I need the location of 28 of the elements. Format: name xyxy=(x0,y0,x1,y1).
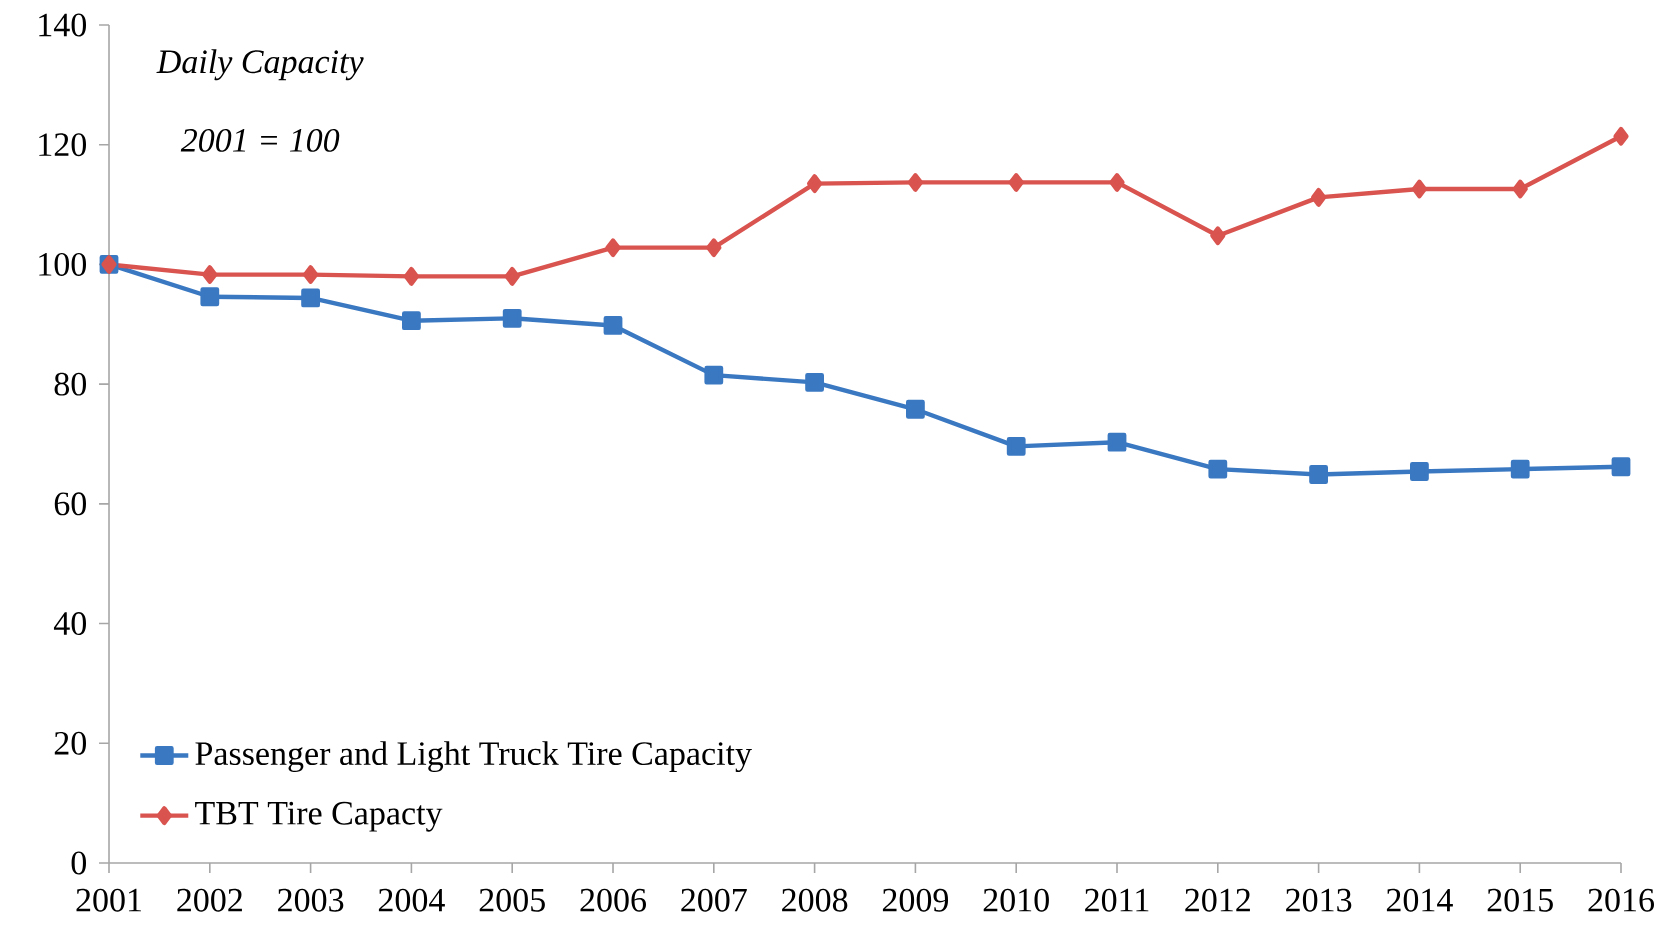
x-tick-label: 2001 xyxy=(76,888,141,912)
annotation: Daily Capacity xyxy=(156,49,364,81)
y-tick-label: 100 xyxy=(39,252,87,276)
x-tick-label: 2008 xyxy=(782,888,848,912)
x-tick-label: 2006 xyxy=(580,888,646,912)
y-tick-label: 40 xyxy=(53,612,87,636)
y-tick-label: 140 xyxy=(39,13,87,37)
y-tick-label: 80 xyxy=(54,372,87,396)
x-tick-label: 2004 xyxy=(378,888,445,912)
x-tick-label: 2014 xyxy=(1386,888,1453,912)
x-tick-label: 2011 xyxy=(1085,888,1149,912)
legend-label: Passenger and Light Truck Tire Capacity xyxy=(195,741,752,773)
y-tick-label: 20 xyxy=(54,731,87,755)
x-tick-label: 2007 xyxy=(681,888,747,912)
x-tick-label: 2013 xyxy=(1286,888,1352,912)
y-tick-label: 0 xyxy=(71,851,87,875)
x-tick-label: 2010 xyxy=(983,888,1049,912)
x-tick-label: 2012 xyxy=(1185,888,1250,912)
legend-label: TBT Tire Capacty xyxy=(195,801,443,832)
x-tick-label: 2003 xyxy=(278,888,344,912)
x-tick-label: 2002 xyxy=(177,888,242,912)
x-tick-label: 2016 xyxy=(1588,888,1654,912)
x-tick-label: 2015 xyxy=(1487,888,1553,912)
x-tick-label: 2009 xyxy=(882,888,949,912)
x-tick-label: 2005 xyxy=(479,888,545,912)
y-tick-label: 60 xyxy=(54,492,87,516)
y-tick-label: 120 xyxy=(39,133,87,157)
annotation: 2001 = 100 xyxy=(180,128,340,152)
